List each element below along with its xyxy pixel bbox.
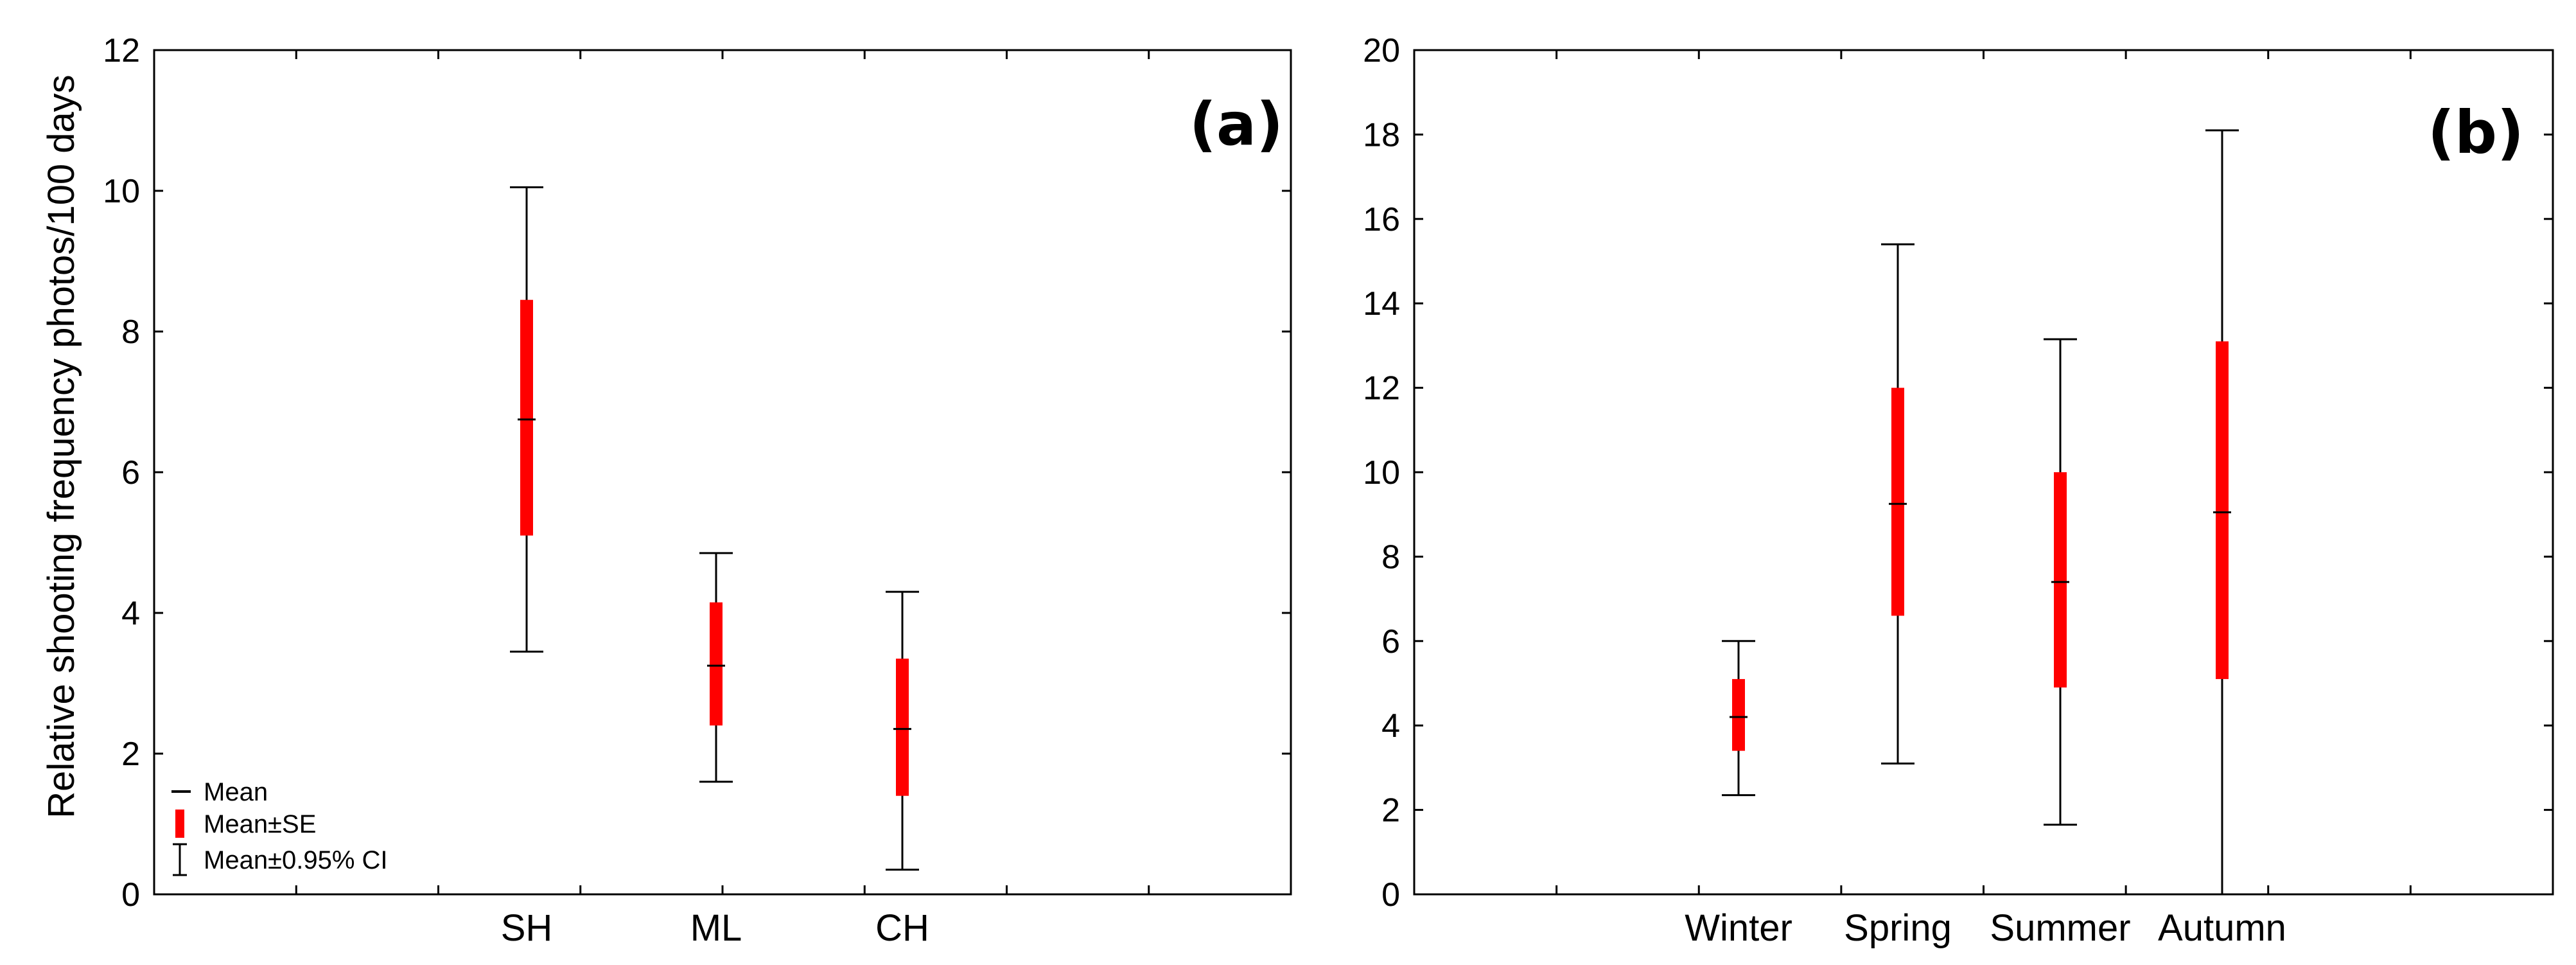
category-label: Winter (1685, 907, 1792, 949)
se-bar (2054, 472, 2067, 688)
legend-entry: Mean (204, 778, 268, 806)
y-tick-label: 14 (1363, 285, 1400, 323)
chart-panel-b: 0 2 4 6 8 10 12 14 16 18 20 Winter Spring Summer Autum… (1363, 32, 2554, 949)
chart-panel-a: 0 2 4 6 8 10 12 SH ML CH (a) Relative shooting freq… (40, 32, 1292, 949)
y-tick-label: 16 (1363, 201, 1400, 238)
y-tick-label: 4 (1381, 707, 1400, 745)
y-tick-label: 2 (121, 736, 140, 773)
plot-frame (1413, 49, 2554, 896)
se-bar (1732, 678, 1745, 751)
se-bar (2216, 341, 2229, 679)
y-tick-label: 4 (121, 595, 140, 632)
se-bar (896, 659, 909, 796)
se-bar (520, 299, 533, 536)
y-tick-label: 0 (121, 876, 140, 914)
category-label: Summer (1990, 907, 2130, 949)
category-label: SH (501, 907, 553, 949)
plot-frame (153, 49, 1292, 896)
y-tick-label: 18 (1363, 116, 1400, 154)
y-tick-label: 10 (1363, 454, 1400, 491)
category-label: Spring (1844, 907, 1952, 949)
se-bar (710, 602, 723, 726)
y-axis-label: Relative shooting frequency photos/100 d… (40, 75, 82, 819)
panel-label: (b) (2428, 98, 2524, 167)
y-tick-label: 8 (1381, 538, 1400, 576)
y-tick-label: 12 (1363, 370, 1400, 407)
category-label: Autumn (2158, 907, 2286, 949)
y-tick-label: 6 (1381, 623, 1400, 660)
category-label: ML (690, 907, 742, 949)
category-label: CH (875, 907, 929, 949)
y-tick-label: 20 (1363, 32, 1400, 69)
y-tick-label: 0 (1381, 876, 1400, 914)
se-bar (1891, 387, 1904, 616)
y-tick-label: 2 (1381, 792, 1400, 829)
y-tick-label: 10 (103, 173, 140, 210)
legend-entry: Mean±0.95% CI (204, 846, 388, 874)
y-tick-label: 8 (121, 314, 140, 351)
panel-label: (a) (1189, 90, 1283, 159)
y-tick-label: 6 (121, 454, 140, 491)
y-tick-label: 12 (103, 32, 140, 69)
legend-se-symbol (175, 810, 184, 838)
legend-entry: Mean±SE (204, 810, 316, 838)
